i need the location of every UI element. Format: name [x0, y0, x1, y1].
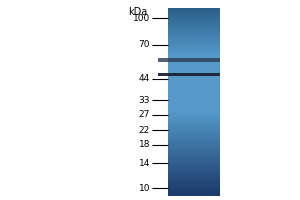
Text: 14: 14 [139, 159, 150, 168]
Bar [158, 58, 220, 62]
Text: 44: 44 [139, 74, 150, 83]
Text: 10: 10 [139, 184, 150, 193]
Text: 22: 22 [139, 126, 150, 135]
Bar [158, 73, 220, 76]
Text: 33: 33 [139, 96, 150, 105]
Text: 18: 18 [139, 140, 150, 149]
Text: kDa: kDa [128, 7, 147, 17]
Text: 100: 100 [133, 14, 150, 23]
Text: 27: 27 [139, 110, 150, 119]
Text: 70: 70 [139, 40, 150, 49]
